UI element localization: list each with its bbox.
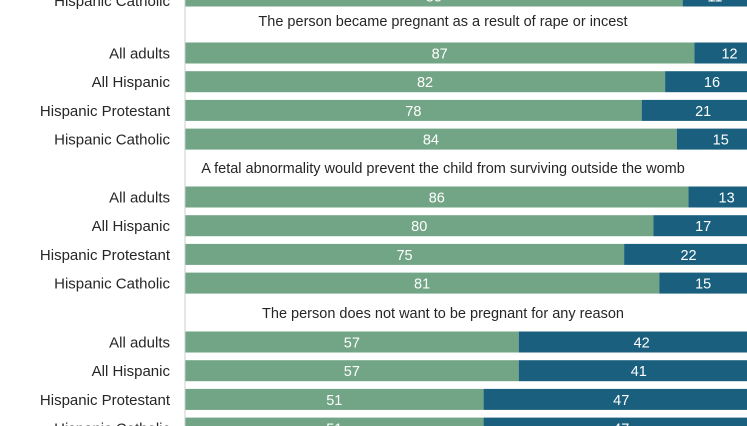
- section-1-row-1-support-bar: [185, 42, 695, 64]
- section-1-row-2-oppose-label: 16: [704, 75, 720, 91]
- category-label: Hispanic Protestant: [40, 247, 171, 264]
- category-label: Hispanic Protestant: [40, 103, 171, 120]
- section-1-row-3-oppose-bar: [641, 99, 747, 121]
- section-3-row-4-support-bar: [185, 417, 484, 426]
- section-3-row-2-oppose-label: 41: [631, 364, 647, 380]
- category-label: All adults: [109, 190, 170, 207]
- section-1-row-3-support-bar: [185, 99, 642, 121]
- section-1-row-2-support-label: 82: [417, 75, 433, 91]
- section-1-row-4-oppose-label: 15: [713, 133, 729, 149]
- section-1-row-2-oppose-bar: [665, 71, 747, 93]
- category-label: All Hispanic: [92, 74, 171, 91]
- section-3-row-1-oppose-bar: [518, 331, 747, 353]
- section-3-row-3-oppose-bar: [483, 388, 747, 410]
- top-row-support-label: 85: [426, 0, 442, 6]
- section-3-row-3-support-bar: [185, 388, 484, 410]
- section-3-row-1-oppose-label: 42: [634, 336, 650, 352]
- section-1-row-4-oppose-bar: [676, 128, 747, 150]
- section-2-row-3-support-label: 75: [396, 248, 412, 264]
- section-2-row-2-oppose-bar: [653, 215, 747, 237]
- category-label: All Hispanic: [92, 218, 171, 235]
- section-1-row-3-support-label: 78: [405, 104, 421, 120]
- category-label-top: Hispanic Catholic: [54, 0, 170, 10]
- category-label: Hispanic Protestant: [40, 392, 171, 409]
- section-2-row-4-support-bar: [185, 272, 660, 294]
- section-1-row-3-oppose-label: 21: [695, 104, 711, 120]
- category-label: Hispanic Catholic: [54, 421, 170, 426]
- section-1-row-1-oppose-bar: [694, 42, 747, 64]
- section-2-row-3-support-bar: [185, 243, 625, 265]
- section-3-row-1-support-bar: [185, 331, 519, 353]
- section-3-row-1-support-label: 57: [344, 336, 360, 352]
- section-1-row-1-oppose-label: 12: [721, 47, 737, 63]
- section-3-row-2-oppose-bar: [518, 360, 747, 382]
- section-3-row-4-oppose-bar: [483, 417, 747, 426]
- top-row-oppose-bar: [682, 0, 747, 7]
- top-row-oppose-label: 11: [707, 0, 722, 6]
- section-3-row-3-support-label: 51: [326, 393, 342, 409]
- section-3-row-2-support-bar: [185, 360, 519, 382]
- section-title-2: A fetal abnormality would prevent the ch…: [201, 161, 685, 177]
- section-3-row-3-oppose-label: 47: [613, 393, 629, 409]
- category-label: All adults: [109, 335, 170, 352]
- section-2-row-4-oppose-bar: [659, 272, 747, 294]
- section-2-row-2-support-label: 80: [411, 219, 427, 235]
- section-1-row-2-support-bar: [185, 71, 666, 93]
- section-1-row-1-support-label: 87: [432, 47, 448, 63]
- category-label: Hispanic Catholic: [54, 276, 170, 293]
- section-2-row-2-support-bar: [185, 215, 654, 237]
- category-label: Hispanic Catholic: [54, 132, 170, 149]
- section-2-row-4-oppose-label: 15: [695, 277, 711, 293]
- section-2-row-3-oppose-label: 22: [680, 248, 696, 264]
- category-label: All Hispanic: [92, 363, 171, 380]
- top-row-support-bar: [185, 0, 683, 7]
- section-1-row-4-support-bar: [185, 128, 677, 150]
- category-label: All adults: [109, 46, 170, 63]
- section-2-row-1-support-label: 86: [429, 191, 445, 207]
- section-3-row-2-support-label: 57: [344, 364, 360, 380]
- section-title-1: The person became pregnant as a result o…: [258, 14, 627, 30]
- section-3-row-4-support-label: 51: [326, 422, 342, 426]
- section-2-row-4-support-label: 81: [414, 277, 430, 293]
- section-2-row-1-support-bar: [185, 186, 689, 208]
- section-2-row-1-oppose-label: 13: [719, 191, 735, 207]
- section-title-3: The person does not want to be pregnant …: [262, 306, 624, 322]
- section-2-row-2-oppose-label: 17: [695, 219, 711, 235]
- section-2-row-3-oppose-bar: [624, 243, 747, 265]
- section-2-row-1-oppose-bar: [688, 186, 747, 208]
- section-3-row-4-oppose-label: 47: [613, 422, 629, 426]
- section-1-row-4-support-label: 84: [423, 133, 439, 149]
